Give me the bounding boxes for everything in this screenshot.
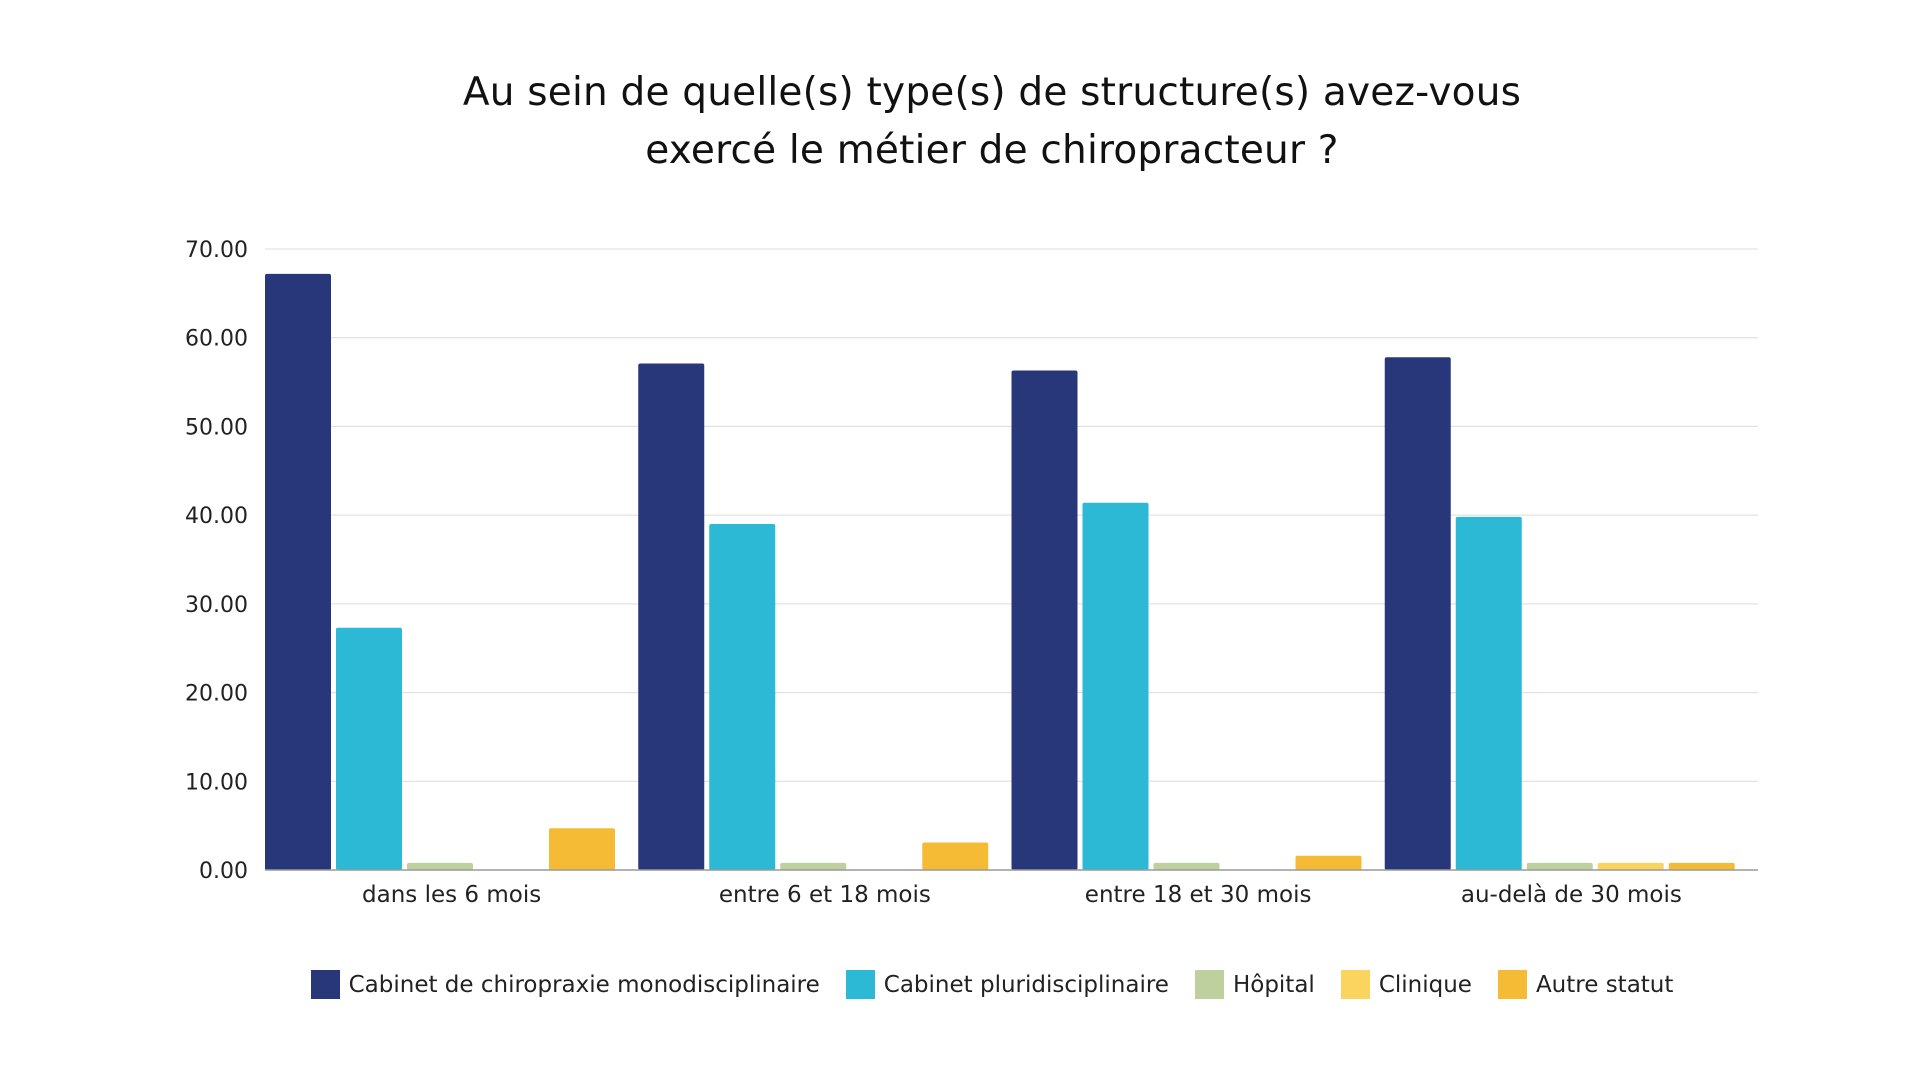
y-tick-label: 70.00 — [185, 238, 248, 263]
legend-item: Hôpital — [1194, 970, 1315, 999]
legend-swatch — [1194, 970, 1224, 999]
x-axis-ticks: dans les 6 mois entre 6 et 18 mois entre 1… — [362, 882, 1682, 908]
legend-item: Autre statut — [1497, 970, 1674, 999]
legend-label: Clinique — [1378, 971, 1472, 998]
x-tick-label: dans les 6 mois — [362, 882, 541, 908]
bar-3-3 — [1597, 862, 1664, 870]
legend-label: Hôpital — [1232, 971, 1315, 998]
legend-swatch — [1340, 970, 1370, 999]
y-axis-ticks: 0.00 10.00 20.00 30.00 40.00 50.00 60.00 70.00 — [185, 238, 248, 884]
bar-0-1 — [336, 627, 402, 870]
bar-2-2 — [1153, 862, 1220, 870]
y-tick-label: 40.00 — [185, 504, 248, 529]
bar-2-4 — [1295, 855, 1362, 870]
legend-swatch — [1497, 970, 1527, 999]
legend-item: Clinique — [1340, 970, 1472, 999]
legend-label: Autre statut — [1535, 971, 1674, 998]
bar-0-4 — [549, 828, 615, 870]
bar-2-0 — [1011, 370, 1078, 870]
legend-item: Cabinet pluridisciplinaire — [845, 970, 1169, 999]
bar-3-4 — [1668, 862, 1735, 870]
bar-3-1 — [1455, 516, 1522, 870]
bars — [265, 273, 1735, 871]
chart-title: Au sein de quelle(s) type(s) de structur… — [0, 64, 1920, 180]
bar-3-2 — [1526, 862, 1593, 870]
y-tick-label: 30.00 — [185, 593, 248, 618]
x-tick-label: entre 6 et 18 mois — [719, 882, 931, 908]
bar-2-1 — [1082, 502, 1149, 870]
legend-swatch — [845, 970, 875, 999]
bar-3-0 — [1384, 357, 1451, 870]
y-tick-label: 20.00 — [185, 682, 248, 707]
bar-0-0 — [265, 273, 331, 871]
legend-swatch — [310, 970, 340, 999]
bar-1-1 — [709, 524, 776, 870]
bar-0-2 — [407, 862, 473, 870]
chart-legend: Cabinet de chiropraxie monodisciplinaire… — [0, 970, 1920, 999]
y-tick-label: 0.00 — [199, 859, 248, 884]
chart-title-line-2: exercé le métier de chiropracteur ? — [645, 128, 1339, 173]
bar-1-0 — [638, 363, 705, 870]
legend-item: Cabinet de chiropraxie monodisciplinaire — [310, 970, 820, 999]
legend-label: Cabinet pluridisciplinaire — [883, 971, 1169, 998]
y-tick-label: 60.00 — [185, 327, 248, 352]
y-tick-label: 50.00 — [185, 415, 248, 440]
bar-1-4 — [922, 842, 989, 870]
legend-label: Cabinet de chiropraxie monodisciplinaire — [348, 971, 820, 998]
x-tick-label: au-delà de 30 mois — [1461, 882, 1682, 908]
chart-title-line-1: Au sein de quelle(s) type(s) de structur… — [462, 70, 1522, 115]
y-tick-label: 10.00 — [185, 770, 248, 795]
x-tick-label: entre 18 et 30 mois — [1085, 882, 1312, 908]
bar-1-2 — [780, 862, 847, 870]
